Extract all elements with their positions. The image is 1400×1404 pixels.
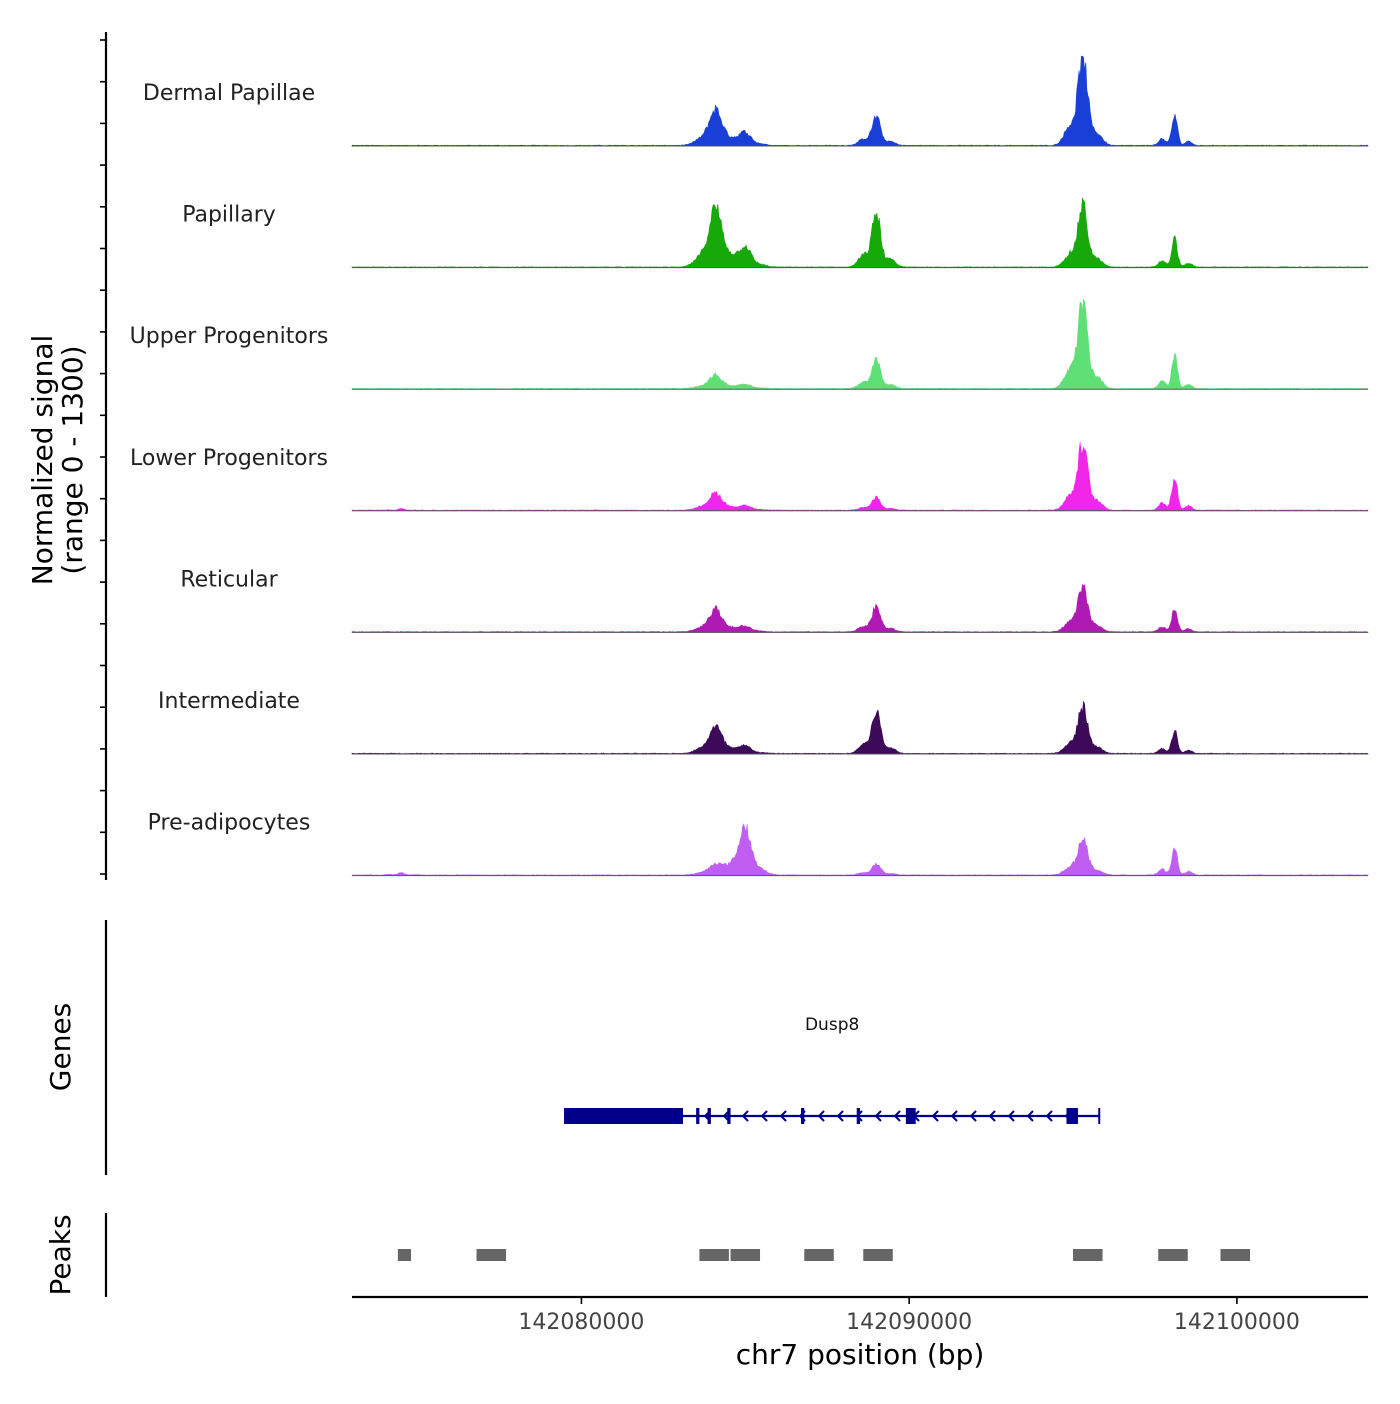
exon <box>707 1108 711 1124</box>
peak-region <box>863 1249 893 1261</box>
strand-arrow <box>760 1110 768 1122</box>
track-papillary: Papillary <box>182 197 1369 269</box>
track-label: Intermediate <box>158 689 300 714</box>
track-reticular: Reticular <box>180 567 1369 633</box>
x-tick-label: 142090000 <box>846 1310 972 1335</box>
y-axis-title-group: Normalized signal(range 0 - 1300) <box>26 335 89 586</box>
peak-region <box>730 1249 761 1261</box>
coverage-area <box>351 441 1369 512</box>
exon <box>1066 1108 1078 1124</box>
track-label: Lower Progenitors <box>130 446 328 471</box>
track-pre-adipocytes: Pre-adipocytes <box>148 811 1369 877</box>
strand-arrow <box>817 1110 825 1122</box>
track-label: Upper Progenitors <box>130 324 329 349</box>
coverage-area <box>351 823 1369 876</box>
gene-dusp8: Dusp8 <box>564 1015 1101 1124</box>
strand-arrow <box>950 1110 958 1122</box>
strand-arrow <box>874 1110 882 1122</box>
y-axis-title: Normalized signal <box>26 335 59 586</box>
track-label: Pre-adipocytes <box>148 811 311 836</box>
peaks-track <box>397 1249 1251 1261</box>
track-label: Papillary <box>182 203 276 228</box>
track-intermediate: Intermediate <box>158 689 1369 755</box>
peak-region <box>1220 1249 1251 1261</box>
strand-arrow <box>836 1110 844 1122</box>
track-label: Dermal Papillae <box>143 81 315 106</box>
track-lower-progenitors: Lower Progenitors <box>130 441 1369 512</box>
peak-region <box>804 1249 834 1261</box>
strand-arrow <box>1007 1110 1015 1122</box>
x-tick-label: 142080000 <box>518 1310 644 1335</box>
exon <box>565 1108 684 1124</box>
y-axis-subtitle: (range 0 - 1300) <box>56 345 89 574</box>
coverage-area <box>351 55 1369 147</box>
exon <box>856 1108 860 1124</box>
exon <box>696 1108 700 1124</box>
peak-region <box>699 1249 729 1261</box>
coverage-area <box>351 700 1369 755</box>
coverage-area <box>351 299 1369 390</box>
coverage-area <box>351 583 1369 633</box>
exon <box>801 1108 805 1124</box>
peak-region <box>476 1249 507 1261</box>
x-axis-title: chr7 position (bp) <box>736 1338 985 1371</box>
track-label: Reticular <box>180 567 278 592</box>
peak-region <box>397 1249 411 1261</box>
strand-arrow <box>779 1110 787 1122</box>
coverage-area <box>351 197 1369 268</box>
x-tick-label: 142100000 <box>1174 1310 1300 1335</box>
strand-arrow <box>931 1110 939 1122</box>
exon <box>905 1108 916 1124</box>
peak-region <box>1073 1249 1103 1261</box>
gene-name: Dusp8 <box>805 1015 859 1035</box>
strand-arrow <box>1026 1110 1034 1122</box>
track-dermal-papillae: Dermal Papillae <box>143 55 1369 147</box>
strand-arrow <box>1045 1110 1053 1122</box>
track-upper-progenitors: Upper Progenitors <box>130 299 1369 390</box>
genes-track-label: Genes <box>44 1003 77 1091</box>
strand-arrow <box>988 1110 996 1122</box>
peak-region <box>1158 1249 1188 1261</box>
strand-arrow <box>893 1110 901 1122</box>
exon <box>727 1108 731 1124</box>
strand-arrow <box>741 1110 749 1122</box>
strand-arrow <box>969 1110 977 1122</box>
peaks-track-label: Peaks <box>44 1214 77 1295</box>
